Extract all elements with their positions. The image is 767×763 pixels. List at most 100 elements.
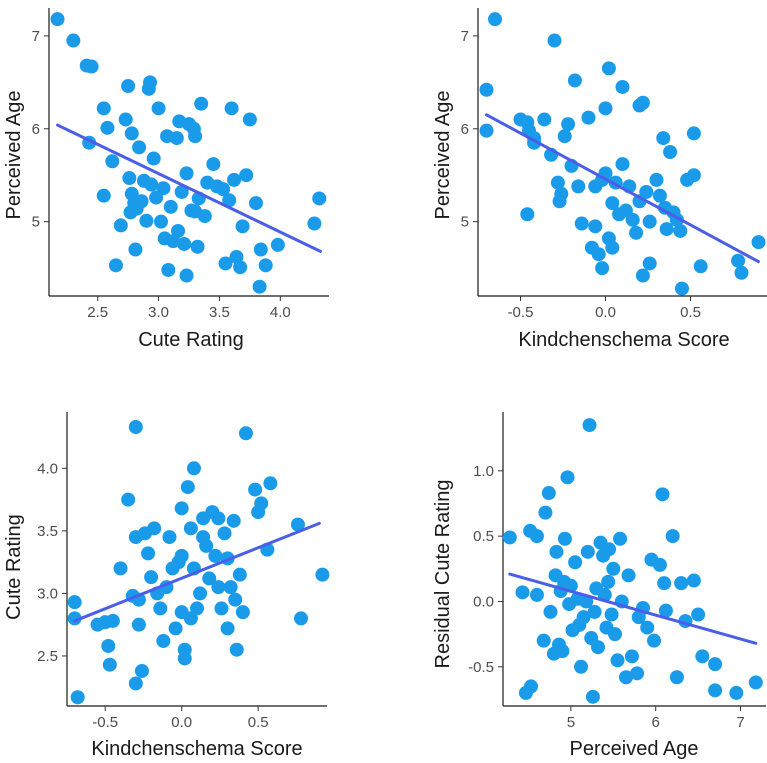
x-tick-label: 2.5 [87,304,108,321]
data-point [601,61,616,76]
data-point [169,131,184,146]
x-tick-label: 7 [736,714,744,731]
data-point [561,117,576,132]
data-point [229,642,244,657]
data-point [254,496,269,511]
data-point [113,218,128,233]
data-point [547,33,562,48]
data-point [102,657,117,672]
data-point [180,480,195,495]
data-point [253,242,268,257]
data-point [686,168,701,183]
data-point [649,172,664,187]
data-point [635,268,650,283]
y-tick-label: 7 [32,28,40,45]
data-point [177,651,192,666]
x-tick-label: 0.0 [171,714,192,731]
data-point [50,12,65,27]
data-point [619,670,634,685]
x-axis-title: Cute Rating [138,329,244,351]
y-tick-label: 7 [461,28,469,45]
data-point [179,166,194,181]
data-point [154,214,168,229]
data-point [663,145,678,159]
data-point [132,140,147,155]
data-point [552,194,567,209]
data-point [588,219,603,234]
data-point [615,79,630,94]
data-point [635,95,650,110]
data-point [658,603,673,618]
data-point [224,101,239,116]
data-point [214,601,229,616]
data-point [652,188,667,203]
data-point [582,418,597,433]
data-point [555,644,570,659]
data-point [568,555,583,570]
data-point [502,530,517,545]
data-point [315,567,330,582]
y-tick-label: 0.0 [473,593,494,610]
data-point [161,262,176,277]
data-point [580,544,595,559]
data-point [488,12,502,27]
x-tick-label: -0.5 [508,304,534,321]
data-point [121,492,136,507]
data-point [121,79,136,94]
data-point [523,679,538,694]
data-point [216,182,231,197]
data-point [571,179,586,194]
data-point [652,557,667,572]
data-point [186,461,201,476]
data-point [479,123,494,138]
data-point [96,101,111,116]
data-point [105,613,120,628]
data-point [585,689,600,704]
y-axis-title: Cute Rating [3,514,25,620]
data-point [252,279,267,294]
panel-cute-vs-age: Cute Rating Perceived Age 2.5 3.0 3.5 4.0 5 6… [3,8,329,351]
data-point [541,486,556,501]
data-point [598,101,613,116]
data-point [520,207,535,222]
data-point [625,212,640,227]
data-point [642,256,657,271]
data-point [647,633,662,648]
data-point [139,213,154,228]
data-point [141,546,156,561]
data-point [146,151,161,166]
y-tick-label: 2.5 [37,648,58,665]
data-point [731,253,746,268]
data-point [734,265,749,280]
data-point [601,574,616,589]
y-tick-label: 3.0 [37,585,58,602]
data-point [669,670,684,685]
x-tick-label: -0.5 [92,714,118,731]
data-point [84,59,99,74]
data-point [144,570,159,585]
data-point [217,526,232,541]
data-point [587,604,602,619]
panel-kindchenschema-vs-cute: Kindchenschema Score Cute Rating -0.5 0.0… [3,412,330,760]
data-point [560,470,575,485]
data-point [543,604,558,619]
data-point [695,649,710,664]
data-point [615,157,630,172]
data-point [581,110,596,125]
data-point [574,659,589,674]
data-point [101,638,116,653]
data-point [128,676,143,691]
data-point [307,216,322,231]
data-point [607,627,622,642]
y-tick-label: -0.5 [468,659,494,676]
data-point [108,258,123,273]
data-point [686,573,701,588]
data-point [226,513,241,528]
data-point [124,126,139,141]
data-point [223,580,238,595]
y-tick-label: 5 [32,214,40,231]
data-point [686,126,701,141]
data-point [199,538,214,553]
data-point [141,81,156,96]
data-point [179,268,194,283]
